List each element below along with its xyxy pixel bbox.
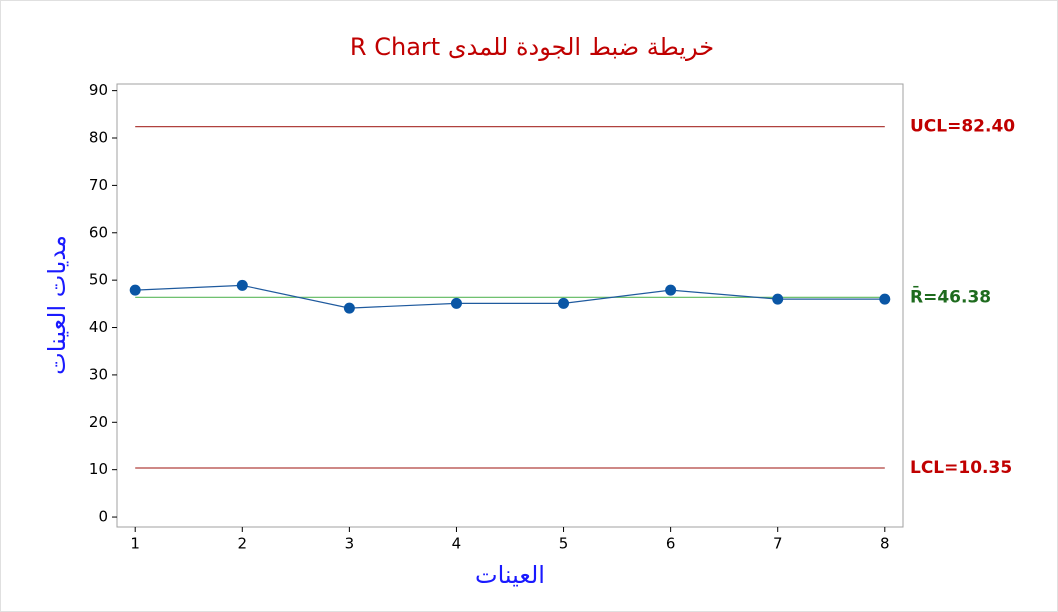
- x-tick-label: 2: [238, 535, 248, 553]
- point: [879, 293, 891, 305]
- y-tick-label: 60: [89, 223, 108, 241]
- point: [129, 284, 141, 296]
- control-label: UCL=82.40: [910, 117, 1015, 137]
- series-line: [135, 284, 885, 309]
- plot-area: [116, 83, 904, 528]
- x-tick-label: 6: [666, 535, 676, 553]
- y-tick-label: 10: [89, 460, 108, 478]
- x-tick-label: 7: [773, 535, 783, 553]
- y-tick-label: 0: [98, 508, 108, 526]
- x-tick-label: 4: [452, 535, 462, 553]
- point: [450, 297, 462, 309]
- y-tick-label: 20: [89, 413, 108, 431]
- y-tick-label: 30: [89, 365, 108, 383]
- point: [558, 297, 570, 309]
- y-axis-label: مديات العينات: [43, 235, 71, 375]
- y-tick-label: 50: [89, 271, 108, 289]
- control-label: R̄=46.38: [910, 285, 991, 307]
- point: [236, 279, 248, 291]
- x-tick-label: 5: [559, 535, 569, 553]
- point: [665, 284, 677, 296]
- y-tick-label: 40: [89, 318, 108, 336]
- control-label: LCL=10.35: [910, 458, 1012, 478]
- point: [343, 302, 355, 314]
- x-tick-label: 3: [345, 535, 355, 553]
- chart-title: خريطة ضبط الجودة للمدى R Chart: [350, 33, 714, 61]
- y-tick-label: 90: [89, 81, 108, 99]
- x-tick-label: 1: [130, 535, 140, 553]
- x-axis-label: العينات: [475, 561, 545, 589]
- y-tick-label: 70: [89, 176, 108, 194]
- point: [772, 293, 784, 305]
- x-tick-label: 8: [880, 535, 890, 553]
- y-tick-label: 80: [89, 129, 108, 147]
